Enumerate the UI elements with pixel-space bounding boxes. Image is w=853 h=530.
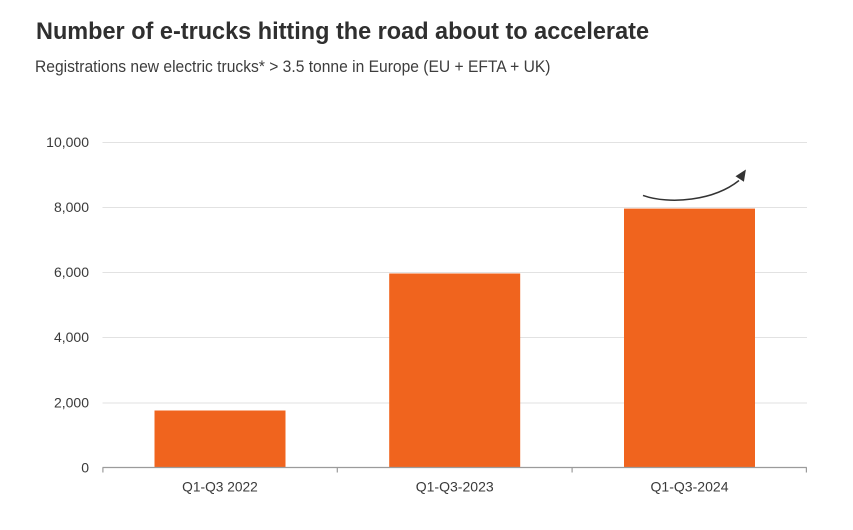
- svg-text:Q1-Q3-2024: Q1-Q3-2024: [651, 479, 729, 495]
- svg-text:4,000: 4,000: [54, 329, 89, 345]
- svg-text:0: 0: [81, 460, 89, 476]
- svg-text:8,000: 8,000: [54, 199, 89, 215]
- svg-text:2,000: 2,000: [54, 394, 89, 410]
- svg-text:10,000: 10,000: [46, 134, 89, 150]
- svg-text:6,000: 6,000: [54, 264, 89, 280]
- svg-text:Registrations new electric tru: Registrations new electric trucks* > 3.5…: [35, 58, 551, 76]
- svg-text:Number of e-trucks hitting the: Number of e-trucks hitting the road abou…: [36, 18, 649, 45]
- svg-text:Q1-Q3 2022: Q1-Q3 2022: [182, 479, 258, 495]
- svg-text:Q1-Q3-2023: Q1-Q3-2023: [416, 479, 494, 495]
